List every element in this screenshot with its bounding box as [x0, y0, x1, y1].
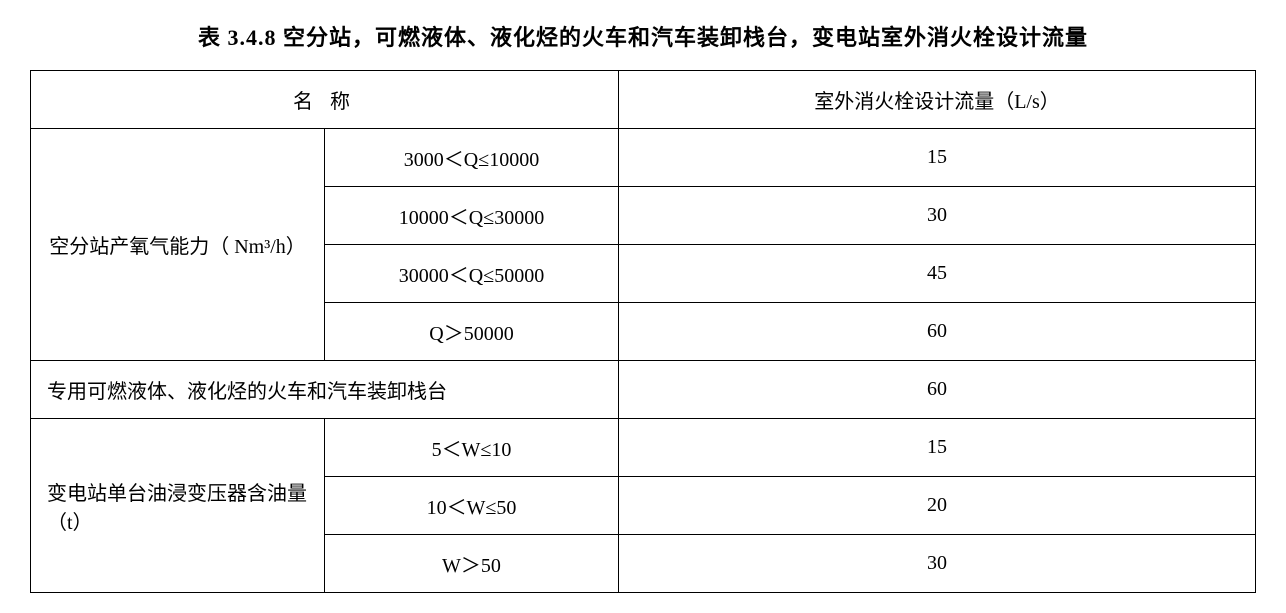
table-caption: 表 3.4.8 空分站，可燃液体、液化烃的火车和汽车装卸栈台，变电站室外消火栓设…: [30, 20, 1256, 52]
header-flow: 室外消火栓设计流量（L/s）: [619, 71, 1256, 129]
section3-value-1: 20: [619, 477, 1256, 535]
design-flow-table: 名 称 室外消火栓设计流量（L/s） 空分站产氧气能力（ Nm³/h） 3000…: [30, 70, 1256, 593]
table-row: 变电站单台油浸变压器含油量（t） 5＜W≤10 15: [31, 419, 1256, 477]
section1-value-1: 30: [619, 187, 1256, 245]
section3-value-2: 30: [619, 535, 1256, 593]
section1-range-0: 3000＜Q≤10000: [325, 129, 619, 187]
section3-value-0: 15: [619, 419, 1256, 477]
section2-label: 专用可燃液体、液化烃的火车和汽车装卸栈台: [31, 361, 619, 419]
section1-range-1: 10000＜Q≤30000: [325, 187, 619, 245]
section3-range-0: 5＜W≤10: [325, 419, 619, 477]
section1-value-2: 45: [619, 245, 1256, 303]
section2-value: 60: [619, 361, 1256, 419]
section1-value-0: 15: [619, 129, 1256, 187]
section3-label: 变电站单台油浸变压器含油量（t）: [31, 419, 325, 593]
section1-range-3: Q＞50000: [325, 303, 619, 361]
section1-value-3: 60: [619, 303, 1256, 361]
table-row: 专用可燃液体、液化烃的火车和汽车装卸栈台 60: [31, 361, 1256, 419]
section3-range-1: 10＜W≤50: [325, 477, 619, 535]
section1-label: 空分站产氧气能力（ Nm³/h）: [31, 129, 325, 361]
section1-range-2: 30000＜Q≤50000: [325, 245, 619, 303]
section3-range-2: W＞50: [325, 535, 619, 593]
header-name: 名 称: [31, 71, 619, 129]
table-header-row: 名 称 室外消火栓设计流量（L/s）: [31, 71, 1256, 129]
table-row: 空分站产氧气能力（ Nm³/h） 3000＜Q≤10000 15: [31, 129, 1256, 187]
